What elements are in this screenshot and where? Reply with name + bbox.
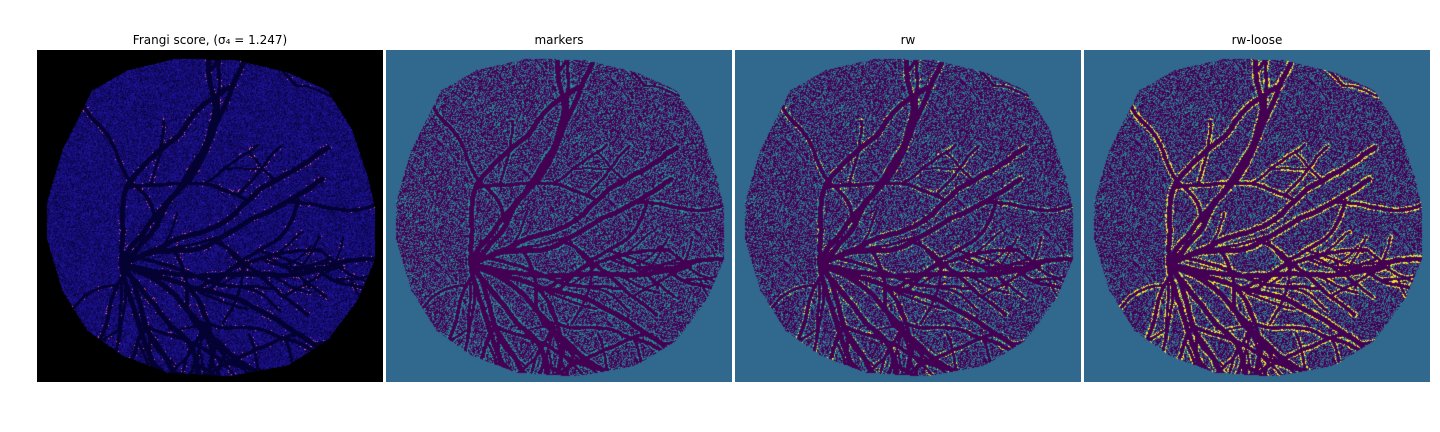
panel-title-markers: markers: [534, 33, 584, 47]
panel-title-rw: rw: [900, 33, 916, 47]
markers-image: [386, 50, 732, 382]
frangi-score-image: [37, 50, 383, 382]
panel-title-frangi: Frangi score, (σ₄ = 1.247): [132, 33, 288, 47]
panel-title-rw-loose: rw-loose: [1231, 33, 1283, 47]
rw-loose-image: [1084, 50, 1430, 382]
rw-image: [735, 50, 1081, 382]
